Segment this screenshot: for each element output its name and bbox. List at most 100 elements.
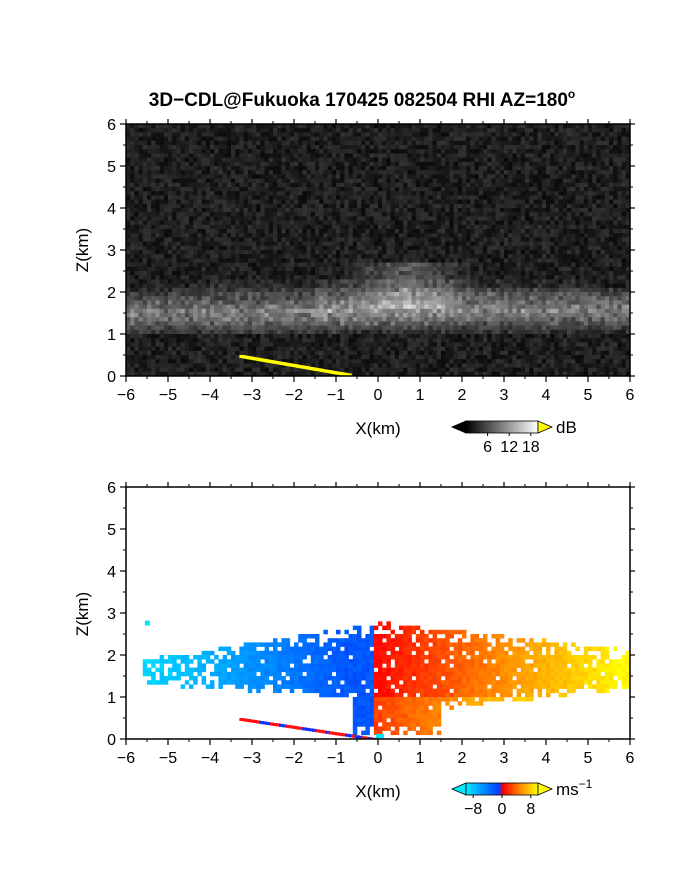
reflectivity-cell xyxy=(588,128,593,133)
reflectivity-cell xyxy=(537,199,543,205)
reflectivity-cell xyxy=(348,237,354,242)
reflectivity-cell xyxy=(294,266,299,272)
reflectivity-cell xyxy=(625,174,630,179)
reflectivity-cell xyxy=(226,262,232,268)
reflectivity-cell xyxy=(369,287,375,293)
reflectivity-cell xyxy=(457,132,463,137)
reflectivity-cell xyxy=(487,229,492,234)
reflectivity-cell xyxy=(592,145,597,150)
reflectivity-cell xyxy=(168,233,173,238)
reflectivity-cell xyxy=(625,266,630,272)
reflectivity-cell xyxy=(508,287,513,293)
reflectivity-cell xyxy=(613,208,618,213)
reflectivity-cell xyxy=(319,166,324,171)
reflectivity-cell xyxy=(525,149,530,154)
reflectivity-cell xyxy=(306,128,312,133)
reflectivity-cell xyxy=(516,182,522,188)
reflectivity-cell xyxy=(491,241,496,247)
reflectivity-cell xyxy=(163,195,169,200)
reflectivity-cell xyxy=(357,140,362,146)
reflectivity-cell xyxy=(336,220,341,226)
reflectivity-cell xyxy=(613,212,618,217)
reflectivity-cell xyxy=(525,262,530,268)
reflectivity-cell xyxy=(537,229,543,234)
reflectivity-cell xyxy=(163,132,169,137)
reflectivity-cell xyxy=(516,233,522,238)
reflectivity-cell xyxy=(520,258,526,263)
reflectivity-cell xyxy=(617,128,622,133)
reflectivity-cell xyxy=(142,275,148,280)
reflectivity-cell xyxy=(613,140,618,146)
reflectivity-cell xyxy=(361,203,366,209)
reflectivity-cell xyxy=(281,241,286,247)
reflectivity-cell xyxy=(504,275,509,280)
reflectivity-cell xyxy=(281,140,286,146)
reflectivity-cell xyxy=(575,250,580,255)
reflectivity-cell xyxy=(525,279,530,284)
reflectivity-cell xyxy=(596,145,601,150)
reflectivity-cell xyxy=(184,187,190,192)
reflectivity-cell xyxy=(592,245,597,251)
reflectivity-cell xyxy=(277,233,282,238)
reflectivity-cell xyxy=(407,124,412,129)
reflectivity-cell xyxy=(189,170,194,175)
reflectivity-cell xyxy=(583,279,589,284)
reflectivity-cell xyxy=(533,237,538,242)
reflectivity-cell xyxy=(201,124,207,129)
reflectivity-cell xyxy=(512,140,517,146)
reflectivity-cell xyxy=(436,262,442,268)
reflectivity-cell xyxy=(579,136,585,142)
reflectivity-cell xyxy=(352,245,358,251)
reflectivity-cell xyxy=(243,203,249,209)
reflectivity-cell xyxy=(432,287,438,293)
reflectivity-cell xyxy=(357,275,362,280)
reflectivity-cell xyxy=(562,157,568,163)
reflectivity-cell xyxy=(210,229,215,234)
reflectivity-cell xyxy=(604,229,610,234)
reflectivity-cell xyxy=(386,157,391,163)
reflectivity-cell xyxy=(617,292,622,297)
reflectivity-cell xyxy=(382,296,387,301)
reflectivity-cell xyxy=(474,275,480,280)
reflectivity-cell xyxy=(403,170,408,175)
reflectivity-cell xyxy=(378,212,383,217)
reflectivity-cell xyxy=(457,224,463,230)
reflectivity-cell xyxy=(520,157,526,163)
reflectivity-cell xyxy=(525,254,530,259)
reflectivity-cell xyxy=(268,182,274,188)
reflectivity-cell xyxy=(361,136,366,142)
reflectivity-cell xyxy=(210,170,215,175)
reflectivity-cell xyxy=(579,140,585,146)
reflectivity-cell xyxy=(487,212,492,217)
reflectivity-cell xyxy=(445,266,450,272)
reflectivity-cell xyxy=(155,157,160,163)
reflectivity-cell xyxy=(441,140,446,146)
reflectivity-cell xyxy=(302,275,307,280)
reflectivity-cell xyxy=(294,208,299,213)
reflectivity-cell xyxy=(243,145,249,150)
reflectivity-cell xyxy=(273,275,278,280)
reflectivity-cell xyxy=(604,271,610,276)
reflectivity-cell xyxy=(474,283,480,289)
reflectivity-cell xyxy=(571,199,576,205)
reflectivity-cell xyxy=(168,283,173,289)
reflectivity-cell xyxy=(453,128,459,133)
reflectivity-cell xyxy=(126,262,131,268)
reflectivity-cell xyxy=(403,149,408,154)
reflectivity-cell xyxy=(390,275,396,280)
reflectivity-cell xyxy=(319,233,324,238)
reflectivity-cell xyxy=(424,136,429,142)
reflectivity-cell xyxy=(583,191,589,196)
reflectivity-cell xyxy=(575,145,580,150)
reflectivity-cell xyxy=(625,245,630,251)
reflectivity-cell xyxy=(390,145,396,150)
reflectivity-cell xyxy=(415,241,421,247)
reflectivity-cell xyxy=(369,283,375,289)
reflectivity-cell xyxy=(520,166,526,171)
reflectivity-cell xyxy=(323,224,328,230)
reflectivity-cell xyxy=(126,266,131,272)
reflectivity-cell xyxy=(415,182,421,188)
reflectivity-cell xyxy=(285,237,291,242)
reflectivity-cell xyxy=(214,208,219,213)
reflectivity-cell xyxy=(445,279,450,284)
